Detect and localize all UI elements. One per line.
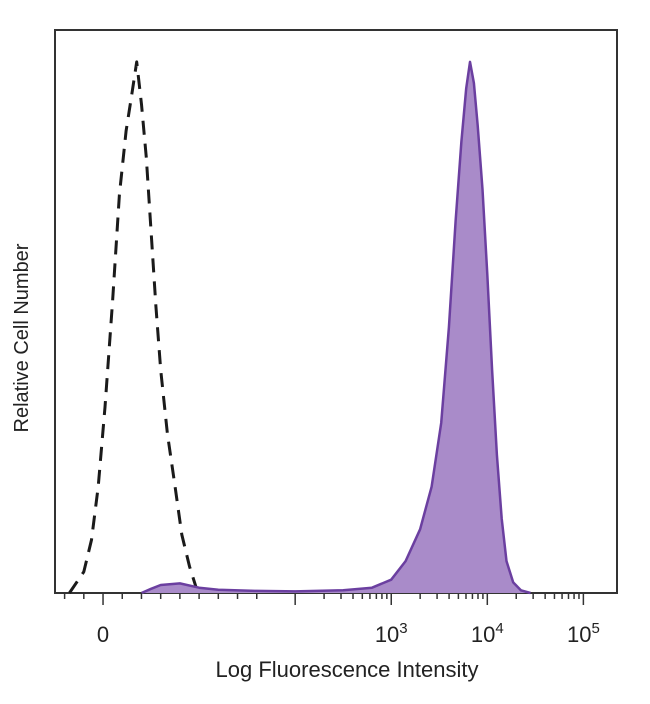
x-axis-tick-labels: 0 103 104 105	[97, 620, 600, 647]
plot-frame	[54, 29, 618, 594]
series-1-area	[141, 61, 531, 593]
x-axis-ticks	[63, 593, 585, 605]
x-tick-label: 104	[471, 620, 504, 647]
series-1-line	[140, 60, 531, 595]
y-axis-label: Relative Cell Number	[11, 243, 33, 432]
x-tick-label: 103	[375, 620, 408, 647]
x-axis-label: Log Fluorescence Intensity	[216, 657, 479, 682]
x-tick-label: 105	[567, 620, 600, 647]
x-tick-label: 0	[97, 622, 109, 647]
series-0-line	[68, 60, 201, 594]
series-layer	[68, 60, 531, 595]
